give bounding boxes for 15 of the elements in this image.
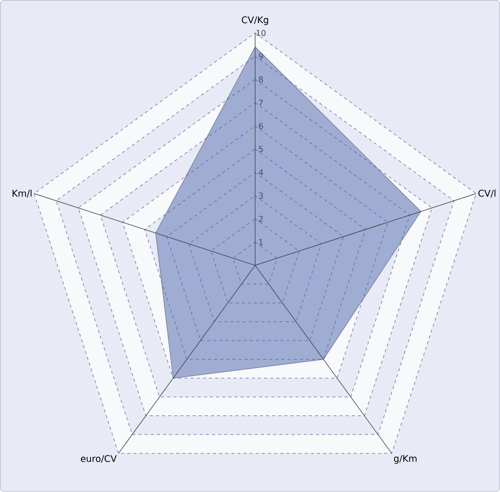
spoke-label: g/Km [394, 455, 417, 464]
y-tick-label: 8 [258, 76, 263, 83]
spoke-label: euro/CV [80, 455, 117, 463]
y-tick-label: 3 [258, 192, 263, 199]
spoke-label: Km/l [12, 190, 32, 198]
spoke-label: CV/l [478, 190, 496, 198]
y-tick-label: 4 [258, 170, 264, 176]
spoke-label: CV/Kg [242, 16, 268, 26]
y-tick-label: 5 [258, 146, 263, 152]
y-tick-label: 9 [258, 53, 263, 60]
y-tick-label: 2 [258, 216, 263, 222]
y-tick-label: 1 [259, 239, 263, 246]
y-tick-label: 6 [258, 122, 264, 130]
y-tick-label: 10 [256, 30, 266, 36]
y-tick-label: 7 [259, 100, 263, 106]
